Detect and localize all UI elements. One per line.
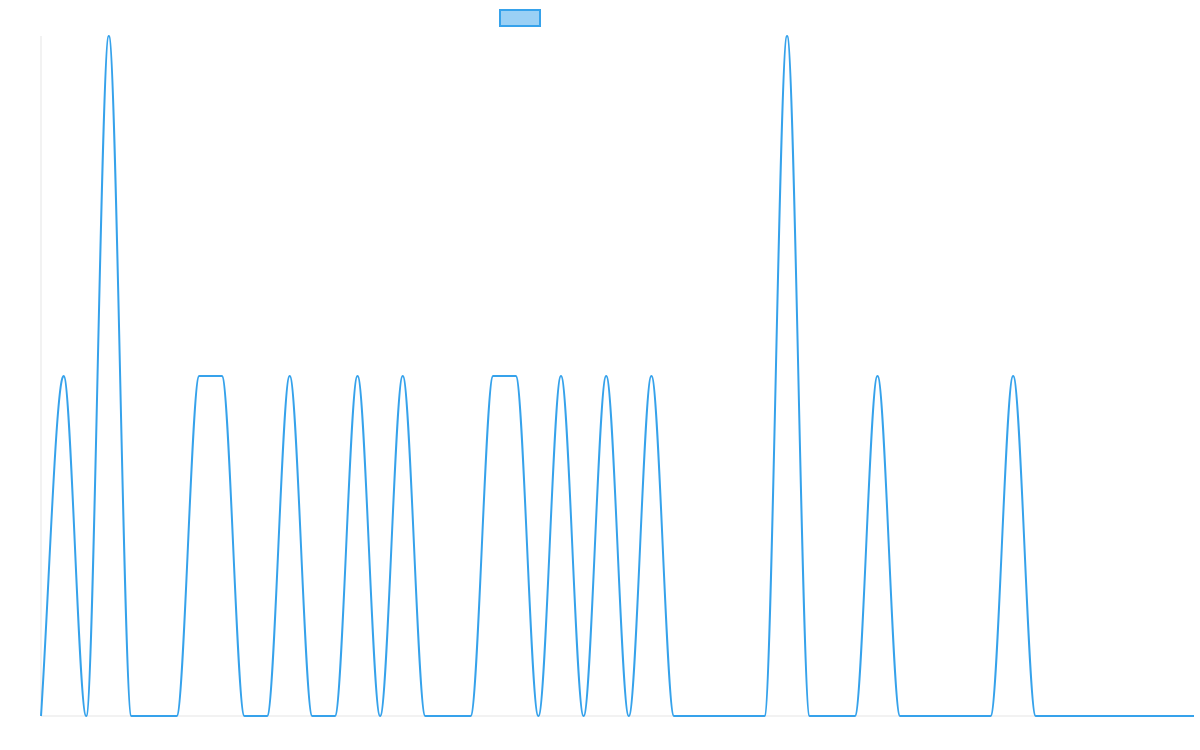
data-point[interactable]	[600, 370, 612, 382]
data-point[interactable]	[374, 710, 386, 722]
data-point[interactable]	[103, 30, 115, 42]
data-point[interactable]	[216, 370, 228, 382]
data-point[interactable]	[1007, 370, 1019, 382]
data-point[interactable]	[1030, 710, 1042, 722]
data-point[interactable]	[35, 710, 47, 722]
data-point[interactable]	[804, 710, 816, 722]
data-point[interactable]	[1052, 710, 1064, 722]
data-point[interactable]	[736, 710, 748, 722]
data-point[interactable]	[510, 370, 522, 382]
data-point[interactable]	[171, 710, 183, 722]
data-point[interactable]	[487, 370, 499, 382]
data-point[interactable]	[352, 370, 364, 382]
data-point[interactable]	[465, 710, 477, 722]
data-point[interactable]	[238, 710, 250, 722]
data-point[interactable]	[397, 370, 409, 382]
data-point[interactable]	[713, 710, 725, 722]
data-point[interactable]	[80, 710, 92, 722]
data-point[interactable]	[645, 370, 657, 382]
data-point[interactable]	[419, 710, 431, 722]
data-point[interactable]	[894, 710, 906, 722]
data-point[interactable]	[758, 710, 770, 722]
data-point[interactable]	[668, 710, 680, 722]
data-point[interactable]	[917, 710, 929, 722]
data-point[interactable]	[1165, 710, 1177, 722]
data-point[interactable]	[442, 710, 454, 722]
data-point[interactable]	[555, 370, 567, 382]
data-point[interactable]	[691, 710, 703, 722]
data-point[interactable]	[261, 710, 273, 722]
data-point[interactable]	[58, 370, 70, 382]
data-point[interactable]	[329, 710, 341, 722]
data-point[interactable]	[1098, 710, 1110, 722]
data-point[interactable]	[985, 710, 997, 722]
chart-legend[interactable]	[499, 9, 541, 27]
data-point[interactable]	[306, 710, 318, 722]
data-point[interactable]	[125, 710, 137, 722]
data-point[interactable]	[962, 710, 974, 722]
data-point[interactable]	[849, 710, 861, 722]
data-point[interactable]	[1075, 710, 1087, 722]
data-point[interactable]	[781, 30, 793, 42]
series-line-0[interactable]	[40, 34, 1194, 718]
data-point[interactable]	[826, 710, 838, 722]
data-point[interactable]	[578, 710, 590, 722]
data-point[interactable]	[1188, 710, 1200, 722]
data-point[interactable]	[532, 710, 544, 722]
data-point[interactable]	[939, 710, 951, 722]
data-point[interactable]	[871, 370, 883, 382]
data-point[interactable]	[623, 710, 635, 722]
data-point[interactable]	[1120, 710, 1132, 722]
data-point[interactable]	[148, 710, 160, 722]
data-point[interactable]	[193, 370, 205, 382]
legend-swatch[interactable]	[499, 9, 541, 27]
series-layer	[35, 30, 1200, 722]
data-point[interactable]	[1143, 710, 1155, 722]
data-point[interactable]	[284, 370, 296, 382]
